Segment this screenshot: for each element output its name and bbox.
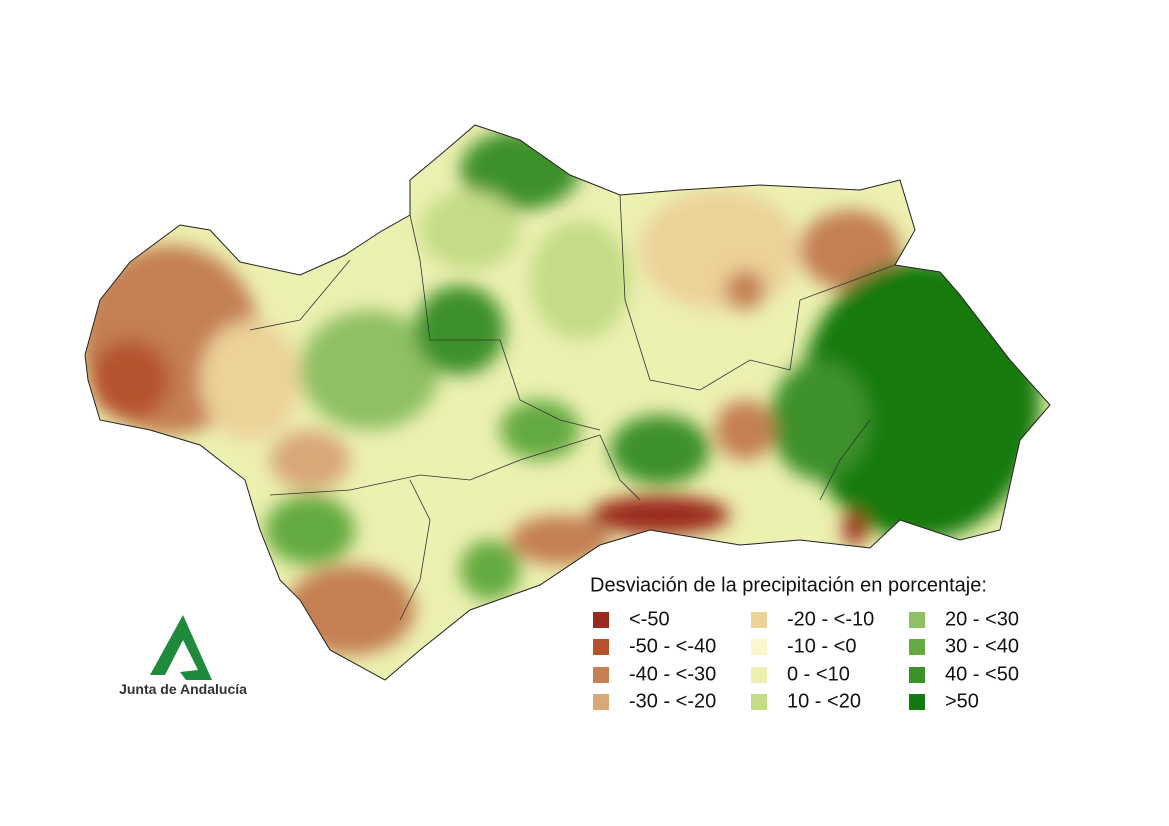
logo-text: Junta de Andalucía	[119, 681, 247, 697]
legend-swatch	[593, 612, 609, 628]
legend: <-50 -50 - <-40 -40 - <-30 -30 - <-20 -20 - …	[593, 608, 1019, 712]
legend-label: -30 - <-20	[629, 690, 716, 712]
legend-swatch	[751, 694, 767, 710]
legend-swatch	[751, 639, 767, 655]
legend-label: -50 - <-40	[629, 635, 716, 657]
legend-label: 30 - <40	[945, 635, 1019, 657]
legend-label: 20 - <30	[945, 608, 1019, 630]
legend-swatch	[593, 667, 609, 683]
legend-label: 10 - <20	[787, 690, 861, 712]
legend-label: <-50	[629, 608, 670, 630]
legend-swatch	[909, 694, 925, 710]
legend-swatch	[751, 667, 767, 683]
legend-label: 40 - <50	[945, 663, 1019, 685]
legend-label: >50	[945, 690, 979, 712]
legend-label: -40 - <-30	[629, 663, 716, 685]
legend-swatch	[593, 694, 609, 710]
legend-swatch	[909, 612, 925, 628]
legend-swatch	[593, 639, 609, 655]
logo: Junta de Andalucía	[119, 615, 247, 697]
legend-label: 0 - <10	[787, 663, 850, 685]
legend-title: Desviación de la precipitación en porcen…	[590, 574, 987, 596]
legend-swatch	[909, 667, 925, 683]
legend-label: -10 - <0	[787, 635, 856, 657]
legend-label: -20 - <-10	[787, 608, 874, 630]
logo-mark	[150, 615, 212, 680]
legend-swatch	[909, 639, 925, 655]
legend-swatch	[751, 612, 767, 628]
province-borders	[249, 194, 896, 621]
